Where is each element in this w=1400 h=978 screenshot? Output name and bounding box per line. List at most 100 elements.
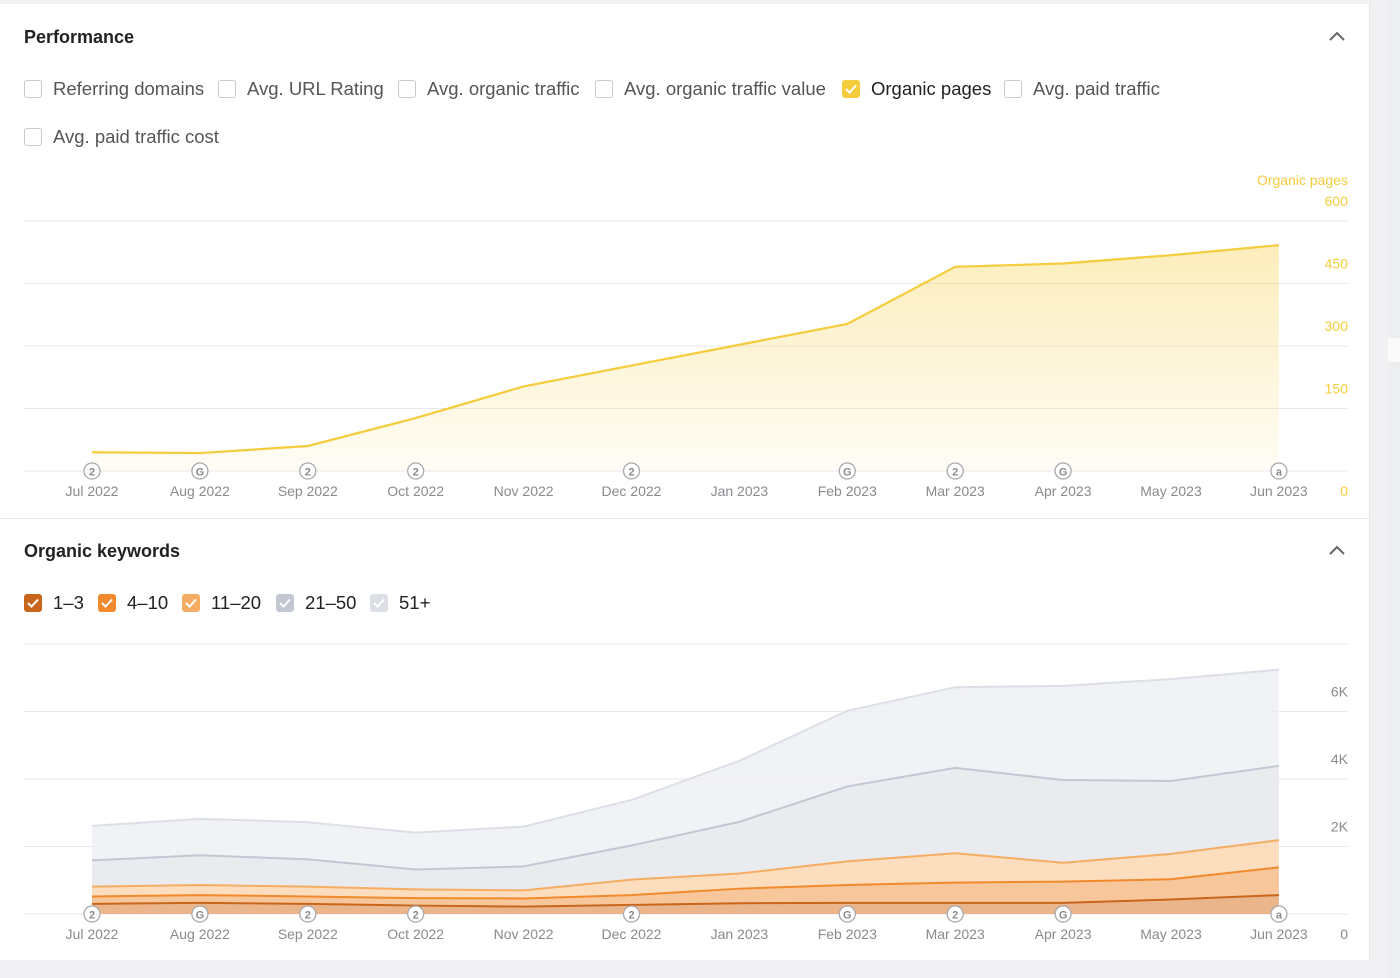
update-marker-icon[interactable]: 2	[299, 462, 317, 480]
position-range-checkbox[interactable]: 4–10	[98, 592, 168, 614]
checkbox-checked-icon[interactable]	[182, 594, 200, 612]
update-marker-icon[interactable]: 2	[946, 462, 964, 480]
marker-glyph: a	[1276, 467, 1283, 479]
marker-circle	[83, 905, 101, 923]
main-card: Performance Referring domains Avg. URL Ra…	[0, 0, 1370, 960]
marker-circle	[1270, 462, 1288, 480]
metric-checkbox[interactable]: Avg. organic traffic	[398, 78, 580, 100]
update-marker-icon[interactable]: G	[838, 905, 856, 923]
metric-checkbox[interactable]: Organic pages	[842, 78, 991, 100]
update-marker-icon[interactable]: G	[838, 462, 856, 480]
metric-checkbox[interactable]: Avg. URL Rating	[218, 78, 384, 100]
y-tick-label: 4K	[1331, 751, 1349, 767]
metric-checkbox[interactable]: Referring domains	[24, 78, 204, 100]
checkbox-label: 4–10	[127, 592, 169, 613]
position-range-checkbox[interactable]: 51+	[370, 592, 430, 614]
x-tick-label: Sep 2022	[278, 483, 338, 499]
marker-glyph: 2	[413, 467, 419, 479]
collapse-organic-keywords-button[interactable]	[1328, 542, 1346, 560]
update-marker-icon[interactable]: 2	[407, 462, 425, 480]
update-marker-icon[interactable]: G	[1054, 462, 1072, 480]
checkbox-unchecked-icon[interactable]	[24, 80, 42, 98]
y-tick-label: 600	[1325, 193, 1349, 209]
checkbox-checked-icon[interactable]	[276, 594, 294, 612]
marker-circle	[946, 462, 964, 480]
marker-glyph: 2	[89, 467, 95, 479]
x-tick-label: Feb 2023	[818, 483, 877, 499]
series-line	[91, 668, 1279, 834]
scrollbar-thumb[interactable]	[1388, 338, 1400, 362]
checkbox-label: 1–3	[53, 592, 84, 613]
x-tick-label: Jun 2023	[1250, 926, 1308, 942]
checkbox-unchecked-icon[interactable]	[24, 128, 42, 146]
y-tick-label: 0	[1340, 926, 1348, 942]
checkbox-label: Avg. paid traffic cost	[53, 126, 219, 147]
update-marker-icon[interactable]: 2	[407, 905, 425, 923]
checkbox-label: 51+	[399, 592, 431, 613]
marker-circle	[407, 905, 425, 923]
marker-circle	[191, 462, 209, 480]
series-line	[91, 866, 1280, 900]
position-range-checkbox[interactable]: 1–3	[24, 592, 84, 614]
top-border	[0, 0, 1370, 4]
update-marker-icon[interactable]: 2	[83, 905, 101, 923]
marker-glyph: G	[196, 910, 205, 922]
update-marker-icon[interactable]: 2	[299, 905, 317, 923]
right-scrollbar[interactable]	[1388, 0, 1400, 978]
marker-circle	[946, 905, 964, 923]
metric-checkbox[interactable]: Avg. organic traffic value	[595, 78, 826, 100]
checkbox-label: Organic pages	[871, 78, 992, 99]
x-tick-label: Dec 2022	[602, 926, 662, 942]
x-tick-label: May 2023	[1140, 483, 1202, 499]
checkbox-checked-icon[interactable]	[370, 594, 388, 612]
marker-glyph: G	[843, 467, 852, 479]
x-tick-label: Apr 2023	[1035, 926, 1092, 942]
series-line	[91, 244, 1280, 455]
checkbox-unchecked-icon[interactable]	[1004, 80, 1022, 98]
marker-circle	[299, 905, 317, 923]
marker-glyph: G	[1059, 910, 1068, 922]
x-tick-label: Nov 2022	[494, 483, 554, 499]
checkbox-label: Avg. organic traffic	[427, 78, 580, 99]
marker-circle	[838, 905, 856, 923]
update-marker-icon[interactable]: G	[191, 462, 209, 480]
checkbox-unchecked-icon[interactable]	[398, 80, 416, 98]
checkbox-label: 21–50	[305, 592, 357, 613]
update-marker-icon[interactable]: G	[191, 905, 209, 923]
marker-glyph: a	[1276, 910, 1283, 922]
y-tick-label: 6K	[1331, 684, 1349, 700]
chevron-up-icon	[1328, 542, 1346, 560]
update-marker-icon[interactable]: G	[1054, 905, 1072, 923]
collapse-performance-button[interactable]	[1328, 28, 1346, 46]
checkbox-checked-icon[interactable]	[98, 594, 116, 612]
checkbox-label: Avg. organic traffic value	[624, 78, 826, 99]
series-line	[91, 764, 1280, 871]
checkbox-checked-icon[interactable]	[24, 594, 42, 612]
update-marker-icon[interactable]: 2	[622, 905, 641, 923]
x-tick-label: Oct 2022	[387, 483, 444, 499]
update-marker-icon[interactable]: a	[1270, 905, 1288, 923]
checkbox-unchecked-icon[interactable]	[595, 80, 613, 98]
update-marker-icon[interactable]: 2	[622, 462, 641, 480]
x-tick-label: Jan 2023	[711, 483, 769, 499]
y-tick-label: 300	[1325, 318, 1349, 334]
marker-circle	[622, 905, 641, 923]
metric-checkbox[interactable]: Avg. paid traffic	[1004, 78, 1160, 100]
update-marker-icon[interactable]: 2	[83, 462, 101, 480]
marker-circle	[1054, 905, 1072, 923]
x-tick-label: Mar 2023	[926, 483, 985, 499]
marker-circle	[838, 462, 856, 480]
x-tick-label: Sep 2022	[278, 926, 338, 942]
update-marker-icon[interactable]: 2	[946, 905, 964, 923]
y-tick-label: 150	[1325, 381, 1349, 397]
checkbox-checked-icon[interactable]	[842, 80, 860, 98]
x-tick-label: Jun 2023	[1250, 483, 1308, 499]
x-tick-label: Jul 2022	[66, 483, 119, 499]
marker-glyph: 2	[413, 910, 419, 922]
checkbox-unchecked-icon[interactable]	[218, 80, 236, 98]
marker-glyph: 2	[305, 910, 311, 922]
position-range-checkbox[interactable]: 11–20	[182, 592, 261, 614]
position-range-checkbox[interactable]: 21–50	[276, 592, 356, 614]
update-marker-icon[interactable]: a	[1270, 462, 1288, 480]
metric-checkbox[interactable]: Avg. paid traffic cost	[24, 126, 219, 148]
